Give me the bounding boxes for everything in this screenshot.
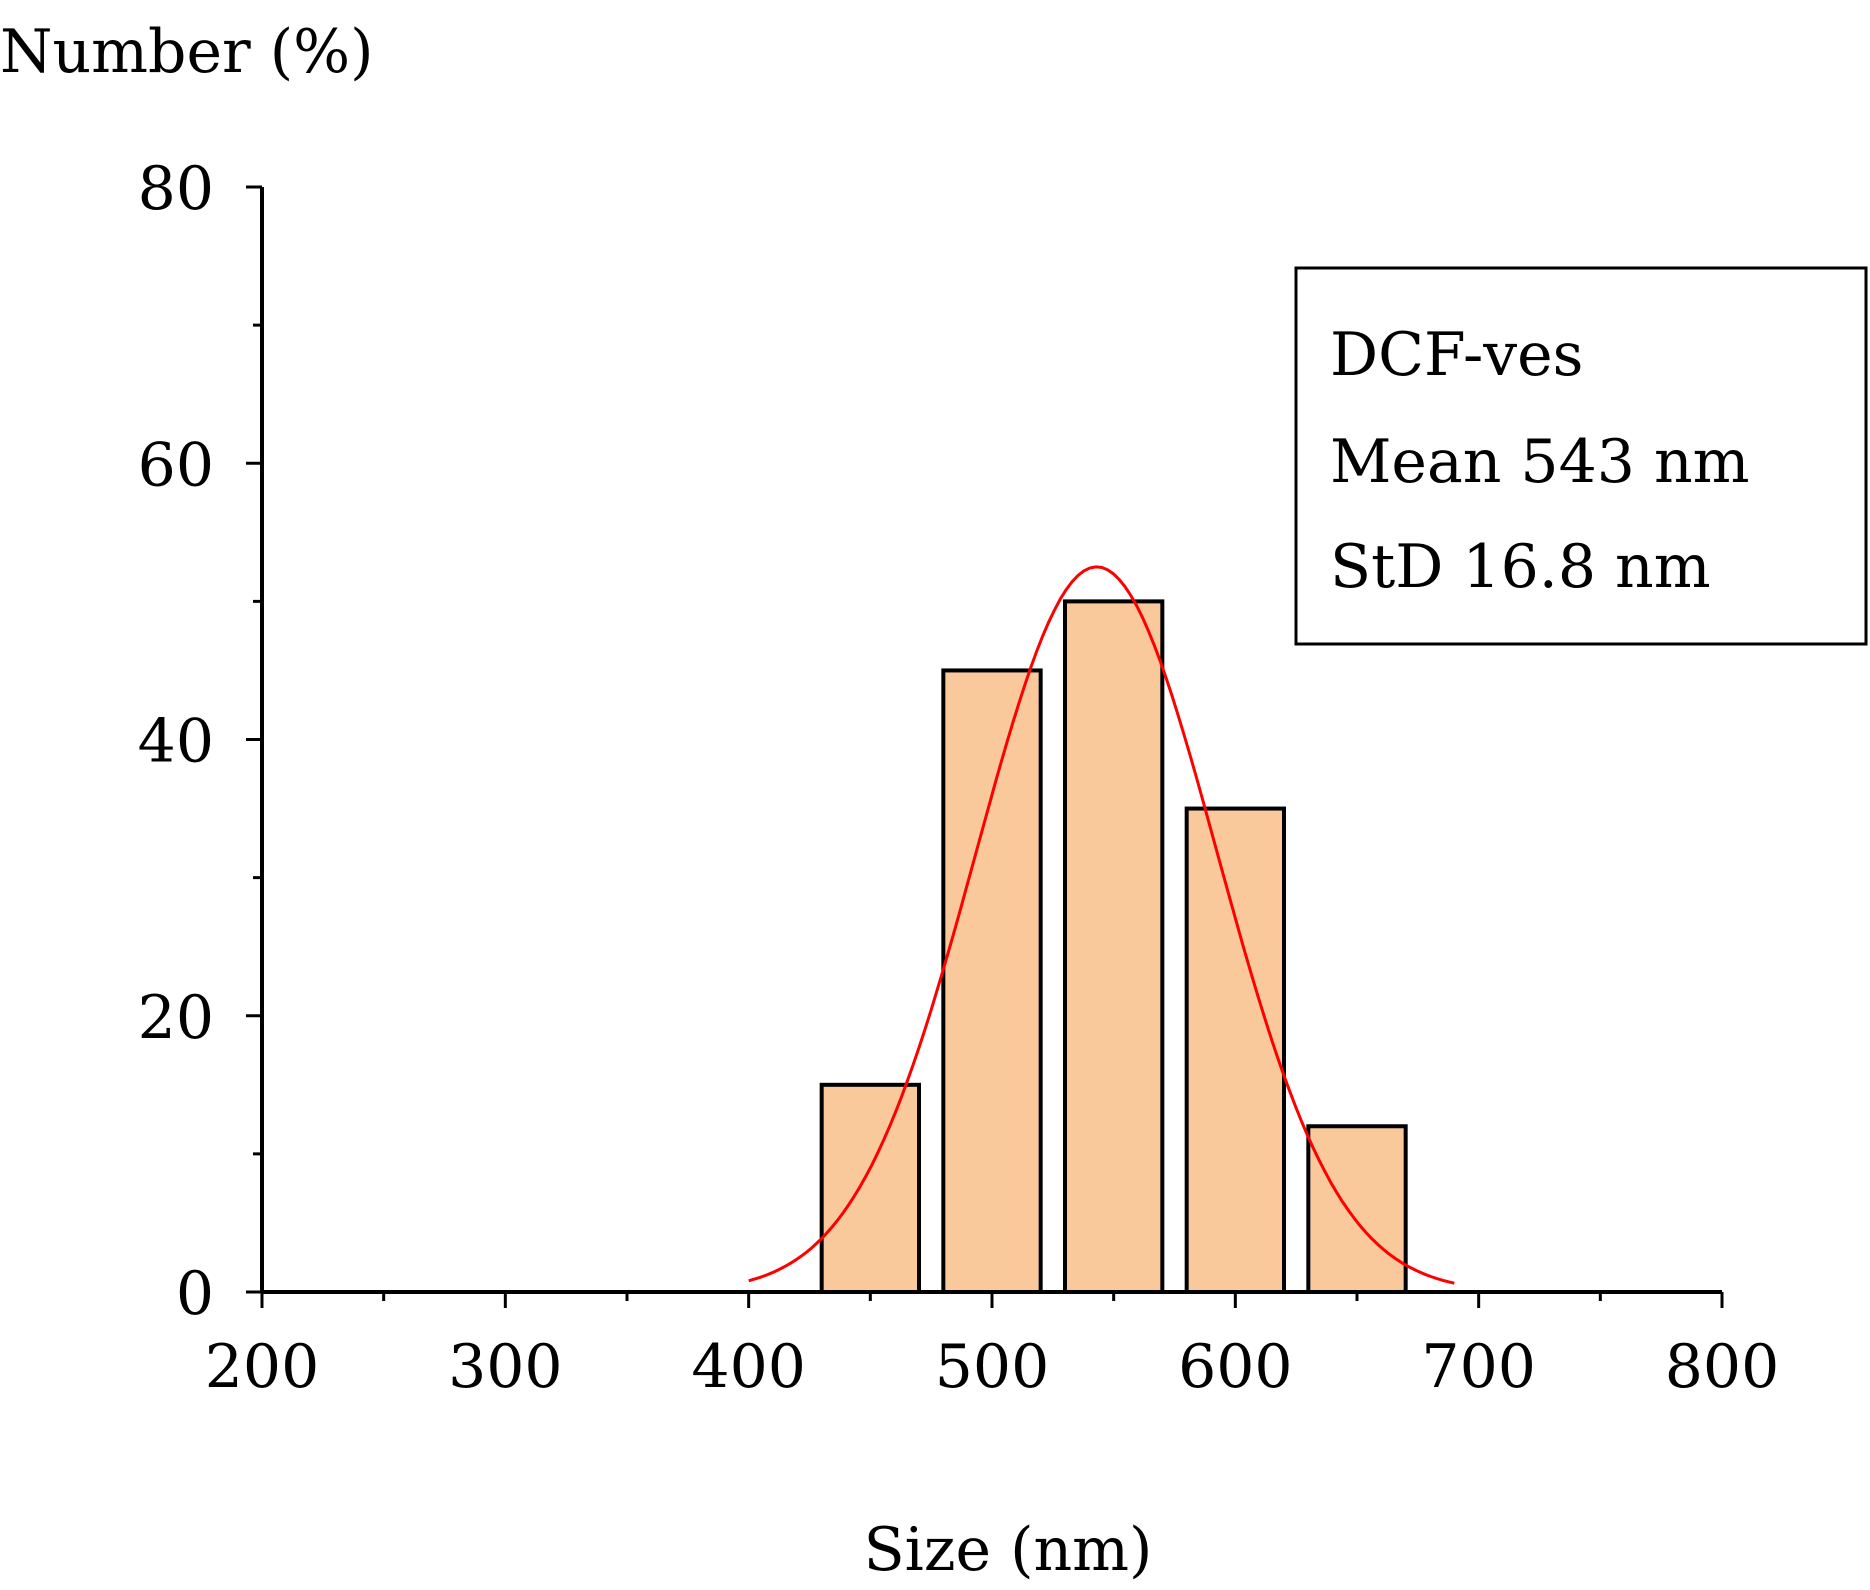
bar-4 [1306,1124,1408,1294]
legend-box [1294,266,1868,646]
x-tick-label: 300 [448,1332,563,1402]
x-ticks-group: 200 300 400 500 600 700 800 [205,1292,1780,1402]
legend-line-sample: DCF-ves [1330,320,1583,390]
bars-group [819,599,1408,1294]
bar-0 [819,1082,922,1294]
y-axis-title: Number (%) [0,17,374,87]
y-tick-label: 80 [138,154,214,224]
legend-line-mean: Mean 543 nm [1330,427,1750,497]
x-tick-label: 400 [691,1332,806,1402]
x-tick-label: 200 [205,1332,320,1402]
legend-line-std: StD 16.8 nm [1330,532,1711,602]
x-axis-title: Size (nm) [864,1515,1153,1585]
y-tick-label: 40 [138,707,214,777]
x-tick-label: 700 [1421,1332,1536,1402]
x-tick-label: 600 [1178,1332,1293,1402]
fit-curve [748,565,1455,1285]
x-tick-label: 500 [935,1332,1050,1402]
bar-2 [1063,599,1165,1294]
y-tick-label: 20 [138,983,214,1053]
bar-1 [941,668,1043,1294]
y-tick-label: 0 [176,1259,214,1329]
bar-3 [1184,806,1286,1294]
x-tick-label: 800 [1665,1332,1780,1402]
y-tick-label: 60 [138,430,214,500]
y-ticks-group: 0 20 40 60 80 [138,154,262,1329]
